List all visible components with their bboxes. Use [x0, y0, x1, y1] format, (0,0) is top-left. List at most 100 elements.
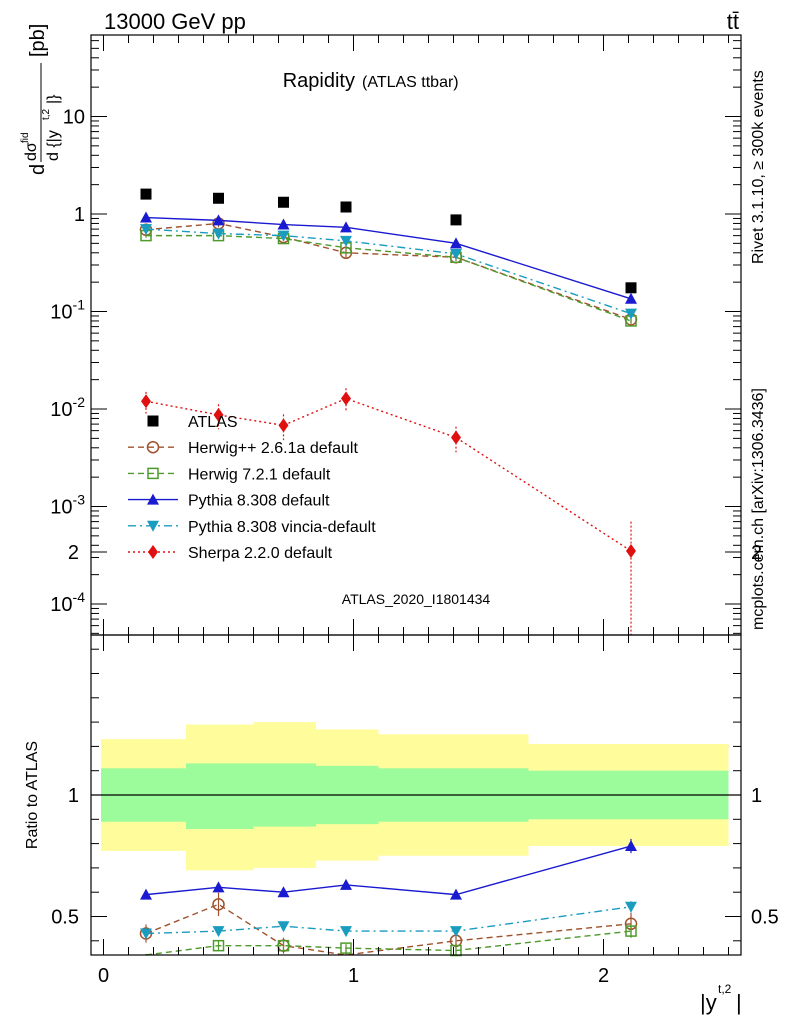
- legend-marker: [148, 545, 158, 559]
- data-point: [450, 237, 462, 249]
- ratio-point: [212, 939, 225, 952]
- legend-label: Pythia 8.308 default: [188, 493, 330, 510]
- data-point: [626, 543, 636, 558]
- data-point: [340, 221, 352, 233]
- legend-label: Pythia 8.308 vincia-default: [188, 519, 376, 536]
- ratio-line: [145, 930, 632, 956]
- data-point: [277, 218, 290, 230]
- svg-text:[pb]: [pb]: [27, 24, 49, 57]
- ratio-y-tick-label: 1: [68, 785, 79, 807]
- series-line: [145, 228, 632, 315]
- ratio-point: [625, 840, 637, 852]
- ratio-axes: 0.5 0.5 1 1 2 2 0 1 2: [51, 542, 779, 987]
- series-0: [140, 188, 637, 294]
- ratio-series-0: [139, 892, 638, 956]
- ratio-y-tick-label: 2: [68, 542, 79, 564]
- ratio-point: [212, 898, 225, 911]
- ratio-ylabel: Ratio to ATLAS: [24, 741, 41, 849]
- data-point: [341, 391, 351, 406]
- legend-marker: [146, 440, 160, 454]
- ratio-point: [212, 926, 225, 938]
- ratio-point: [277, 939, 290, 952]
- ratio-x-tick-label: 1: [348, 965, 359, 987]
- data-point: [277, 230, 290, 242]
- ratio-point: [450, 926, 462, 938]
- data-point: [140, 211, 152, 223]
- legend-marker: [147, 467, 159, 480]
- data-point: [340, 235, 352, 247]
- data-point: [140, 224, 152, 236]
- series-3: [140, 211, 637, 304]
- svg-text:t,2: t,2: [41, 108, 52, 120]
- data-point: [141, 394, 151, 409]
- series-5: [141, 388, 636, 635]
- main-y-tick-label: 10-3: [50, 492, 85, 519]
- data-point: [625, 282, 637, 294]
- legend-label: Herwig++ 2.6.1a default: [188, 440, 358, 457]
- main-plot-area: [139, 188, 638, 635]
- legend-marker: [147, 415, 159, 427]
- ratio-plot-area: [91, 722, 741, 957]
- data-point: [140, 188, 152, 200]
- main-y-tick-label: 10-4: [50, 589, 85, 616]
- legend-entry-1: Herwig++ 2.6.1a default: [128, 440, 358, 457]
- ratio-point: [625, 901, 637, 913]
- main-axes: 10-4 10-3 10-2 10-1 1 10: [50, 35, 741, 635]
- svg-text:d: d: [27, 164, 49, 175]
- process-label: tt̄: [727, 9, 739, 34]
- ratio-point: [277, 921, 290, 933]
- series-line: [145, 216, 632, 300]
- legend: ATLAS Herwig++ 2.6.1a default Herwig 7.2.1…: [128, 414, 376, 562]
- ratio-point: [140, 888, 152, 900]
- ratio-point: [340, 942, 352, 954]
- data-point: [213, 407, 224, 422]
- main-y-tick-label: 10-1: [50, 297, 85, 324]
- main-y-tick-label: 10-2: [50, 394, 85, 421]
- ratio-y-tick-label: 0.5: [51, 907, 79, 929]
- svg-text:t,2: t,2: [718, 982, 732, 996]
- legend-entry-5: Sherpa 2.2.0 default: [128, 545, 333, 562]
- main-y-tick-label: 1: [74, 204, 85, 226]
- svg-text:|: |: [736, 990, 742, 1015]
- watermark: ATLAS_2020_I1801434: [342, 591, 491, 607]
- ratio-point: [277, 886, 290, 898]
- stat-uncertainty-band: [186, 763, 254, 830]
- svg-text:|}: |}: [45, 94, 62, 104]
- data-point: [450, 248, 462, 260]
- legend-entry-2: Herwig 7.2.1 default: [128, 466, 331, 483]
- legend-marker: [147, 493, 159, 505]
- ratio-x-tick-label: 2: [598, 965, 609, 987]
- main-panel: Rapidity (ATLAS ttbar) ATLAS_2020_I18014…: [20, 24, 742, 636]
- svg-text:dσ: dσ: [23, 142, 40, 161]
- ratio-line: [145, 903, 632, 956]
- rivet-label: Rivet 3.1.10, ≥ 300k events: [750, 70, 767, 264]
- data-point: [212, 214, 225, 226]
- data-point: [340, 201, 352, 213]
- legend-entry-4: Pythia 8.308 vincia-default: [128, 519, 376, 536]
- series-line: [145, 397, 632, 552]
- series-2: [140, 229, 637, 327]
- ratio-y-tick-label-right: 2: [751, 542, 762, 564]
- ratio-panel: 0.5 0.5 1 1 2 2 0 1 2 Ratio to ATLAS |y t,2 |: [24, 542, 779, 1015]
- data-point: [278, 418, 289, 433]
- series-line: [146, 234, 632, 322]
- ratio-point: [140, 928, 152, 940]
- legend-marker: [147, 520, 159, 532]
- main-title: Rapidity: [283, 70, 355, 92]
- legend-label: Sherpa 2.2.0 default: [188, 545, 333, 562]
- data-point: [451, 430, 461, 445]
- data-point: [213, 192, 224, 204]
- legend-label: Herwig 7.2.1 default: [188, 466, 331, 483]
- ratio-point: [340, 878, 352, 890]
- main-ylabel: d dσ fid d {|y t,2 |} [pb]: [20, 24, 62, 175]
- ratio-y-tick-label-right: 0.5: [751, 907, 779, 929]
- data-point: [625, 292, 637, 304]
- series-4: [140, 224, 637, 320]
- mcplots-label: mcplots.cern.ch [arXiv:1306.3436]: [750, 388, 767, 630]
- ratio-line: [145, 906, 632, 935]
- data-point: [450, 214, 462, 226]
- ratio-point: [625, 925, 637, 937]
- ratio-series-2: [140, 838, 637, 900]
- main-y-tick-label: 10: [63, 107, 85, 129]
